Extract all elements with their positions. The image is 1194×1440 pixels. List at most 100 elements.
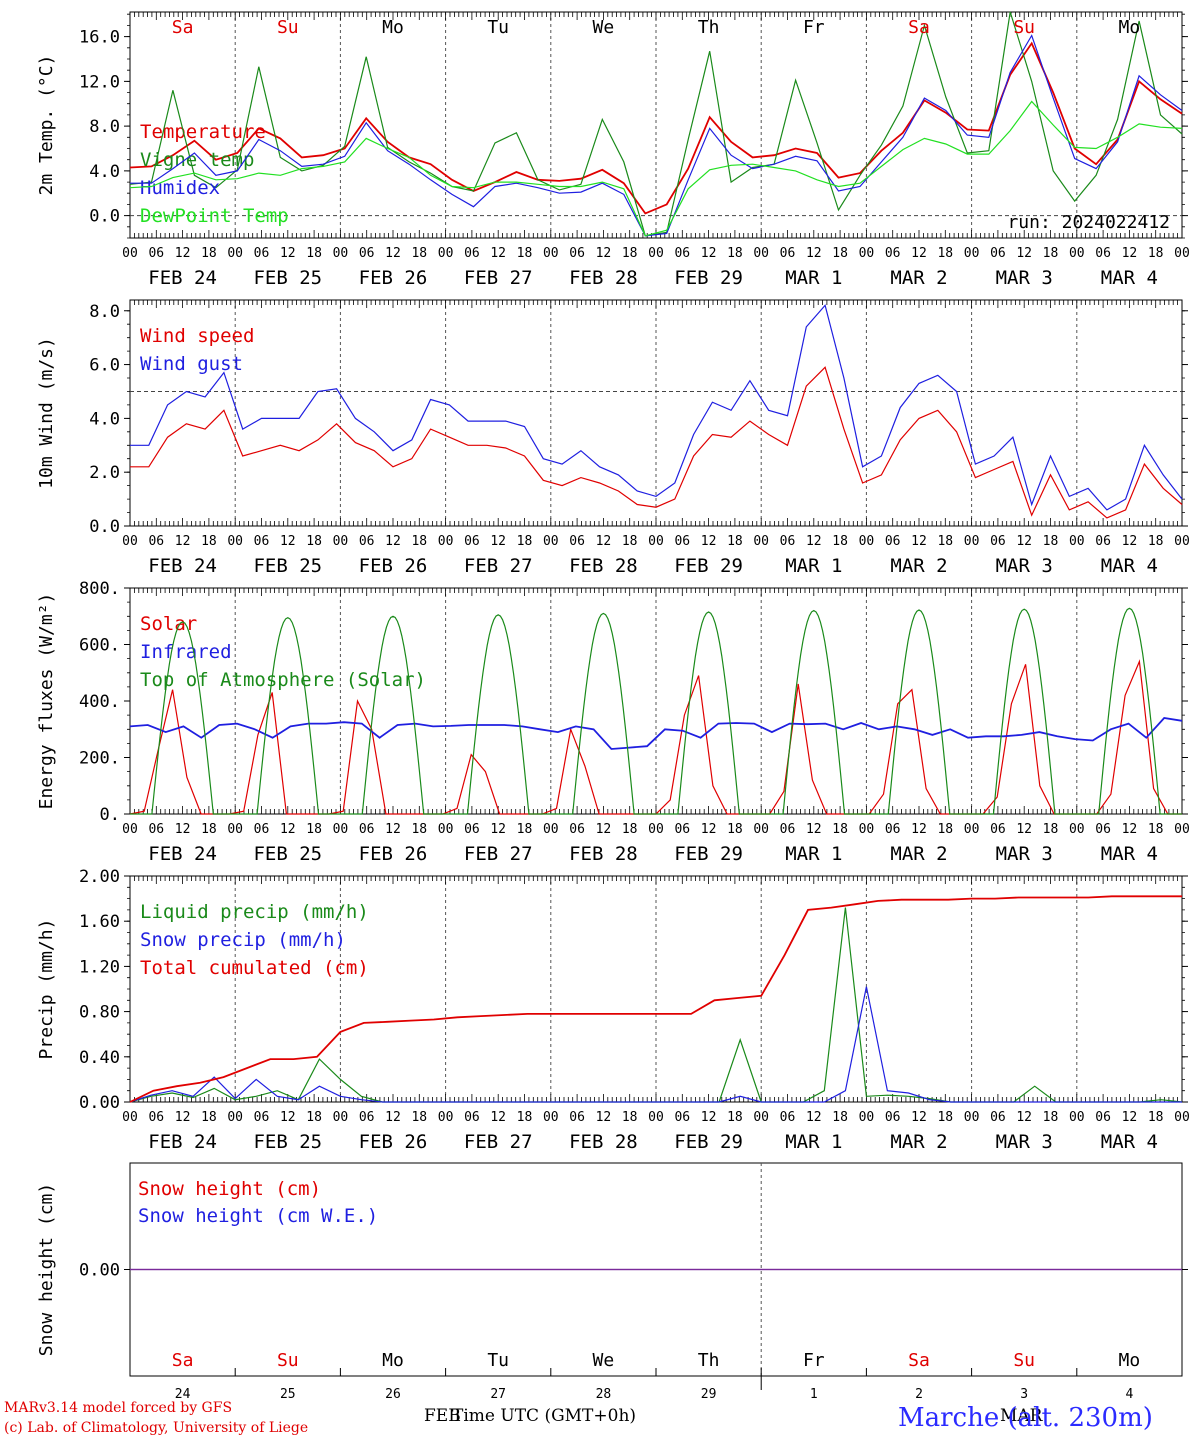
hour-label: 12 [280, 534, 296, 549]
hour-label: 06 [254, 822, 270, 837]
legend-entry: Vigne temp [140, 149, 254, 171]
y-tick-label: 12.0 [79, 72, 120, 92]
legend-entry: Liquid precip (mm/h) [140, 901, 369, 923]
hour-label: 00 [753, 822, 769, 837]
hour-label: 18 [517, 822, 533, 837]
hour-label: 12 [1016, 822, 1032, 837]
day-label: MAR 2 [890, 555, 947, 577]
hour-label: 12 [806, 246, 822, 261]
day-label: FEB 28 [569, 555, 638, 577]
day-label: MAR 1 [785, 843, 842, 865]
day-label: FEB 29 [674, 267, 743, 289]
legend-entry: Humidex [140, 177, 220, 199]
hour-label: 18 [832, 246, 848, 261]
hour-label: 12 [911, 246, 927, 261]
weekday-label: Mo [1119, 1350, 1141, 1371]
hour-label: 06 [1095, 822, 1111, 837]
hour-label: 00 [964, 246, 980, 261]
hour-label: 06 [359, 1110, 375, 1125]
hour-label: 06 [1095, 1110, 1111, 1125]
y-tick-label: 8.0 [89, 302, 120, 322]
hour-label: 12 [1016, 1110, 1032, 1125]
hour-label: 18 [201, 1110, 217, 1125]
weekday-label: Sa [908, 1350, 930, 1371]
day-label: FEB 24 [148, 555, 217, 577]
weekday-label: Su [277, 17, 299, 38]
legend-entry: Snow height (cm) [138, 1178, 321, 1200]
hour-label: 12 [490, 1110, 506, 1125]
hour-label: 00 [648, 246, 664, 261]
weekday-label: Sa [172, 1350, 194, 1371]
day-label: MAR 2 [890, 843, 947, 865]
month-label-mar: MAR [1000, 1406, 1043, 1426]
hour-label: 00 [753, 1110, 769, 1125]
weekday-label: Mo [382, 1350, 404, 1371]
hour-label: 18 [832, 534, 848, 549]
hour-label: 06 [569, 534, 585, 549]
series-line-wind-speed [130, 366, 1183, 519]
hour-label: 18 [306, 1110, 322, 1125]
legend-entry: Temperature [140, 121, 266, 143]
hour-label: 06 [254, 1110, 270, 1125]
hour-label: 12 [280, 1110, 296, 1125]
hour-label: 00 [753, 246, 769, 261]
legend-entry: Wind gust [140, 353, 243, 375]
hour-label: 06 [464, 1110, 480, 1125]
y-axis-title: Precip (mm/h) [36, 919, 57, 1060]
hour-label: 18 [517, 534, 533, 549]
series-line-humidex [130, 34, 1183, 237]
hour-label: 18 [832, 822, 848, 837]
hour-label: 12 [806, 1110, 822, 1125]
day-label: FEB 27 [464, 1131, 533, 1153]
day-label: FEB 28 [569, 843, 638, 865]
hour-label: 18 [517, 246, 533, 261]
series-line-snow-precip-mm-h- [129, 986, 1182, 1103]
hour-label: 06 [254, 534, 270, 549]
hour-label: 00 [438, 1110, 454, 1125]
day-label: FEB 24 [148, 843, 217, 865]
hour-label: 18 [1043, 822, 1059, 837]
hour-label: 06 [359, 822, 375, 837]
hour-label: 00 [543, 246, 559, 261]
hour-label: 12 [1016, 246, 1032, 261]
hour-label: 06 [569, 822, 585, 837]
lab-credit: (c) Lab. of Climatology, University of L… [4, 1420, 309, 1436]
hour-label: 18 [937, 246, 953, 261]
month-label-feb: FEB [424, 1406, 461, 1426]
y-tick-label: 0.40 [79, 1048, 120, 1068]
weekday-label: Tu [487, 1350, 509, 1371]
series-line-total-cumulated-cm- [129, 895, 1182, 1103]
hour-label: 06 [674, 1110, 690, 1125]
hour-label: 00 [859, 822, 875, 837]
hour-label: 00 [1069, 246, 1085, 261]
day-label: FEB 29 [674, 1131, 743, 1153]
hour-label: 00 [753, 534, 769, 549]
hour-label: 18 [622, 246, 638, 261]
hour-label: 12 [596, 1110, 612, 1125]
hour-label: 00 [964, 822, 980, 837]
hour-label: 00 [543, 1110, 559, 1125]
hour-label: 00 [964, 1110, 980, 1125]
day-label: MAR 3 [996, 555, 1053, 577]
hour-label: 06 [990, 1110, 1006, 1125]
y-minor-ticks [127, 587, 1185, 815]
hour-label: 06 [1095, 534, 1111, 549]
series-line-toa-solar [130, 607, 1182, 815]
hour-label: 00 [227, 822, 243, 837]
hour-label: 00 [648, 822, 664, 837]
day-label: MAR 1 [785, 555, 842, 577]
day-label: FEB 28 [569, 267, 638, 289]
day-number-label: 4 [1125, 1387, 1133, 1402]
hour-label: 18 [1148, 1110, 1164, 1125]
hour-label: 06 [464, 246, 480, 261]
hour-label: 18 [201, 246, 217, 261]
hour-label: 18 [1043, 246, 1059, 261]
hour-label: 18 [832, 1110, 848, 1125]
x-axis-title: Time UTC (GMT+0h) [452, 1406, 637, 1426]
y-tick-label: 0.0 [89, 207, 120, 227]
hour-label: 06 [885, 534, 901, 549]
day-ticks [129, 1368, 1183, 1376]
hour-label: 18 [727, 534, 743, 549]
day-label: FEB 27 [464, 267, 533, 289]
hour-ticks [129, 12, 1183, 238]
